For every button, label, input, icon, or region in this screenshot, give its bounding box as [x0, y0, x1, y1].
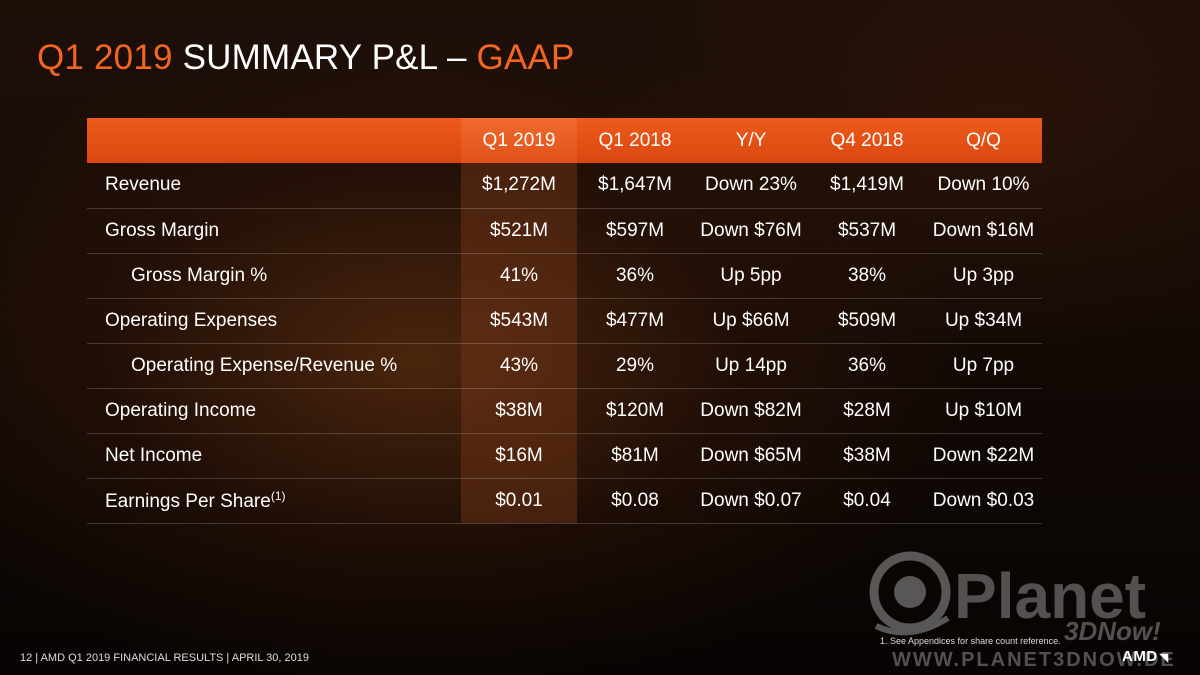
cell-qq: Down $16M: [925, 208, 1042, 254]
column-header-q1-2018: Q1 2018: [577, 118, 693, 163]
cell-q1-2019: $38M: [461, 388, 577, 434]
cell-q1-2019: $16M: [461, 433, 577, 479]
table-header-row: Q1 2019 Q1 2018 Y/Y Q4 2018 Q/Q: [87, 118, 1042, 163]
slide-title: Q1 2019 SUMMARY P&L – GAAP: [37, 38, 575, 78]
table-row: Net Income $16M $81M Down $65M $38M Down…: [87, 433, 1042, 479]
amd-logo: AMD ◥: [1122, 648, 1169, 665]
cell-q1-2018: $120M: [577, 388, 693, 434]
cell-qq: Up 7pp: [925, 343, 1042, 389]
row-label: Gross Margin: [87, 208, 461, 254]
amd-logo-text: AMD: [1122, 648, 1158, 665]
table-row: Operating Expenses $543M $477M Up $66M $…: [87, 298, 1042, 344]
cell-q1-2019: 43%: [461, 343, 577, 389]
title-quarter: Q1 2019: [37, 38, 173, 77]
summary-pl-table: Q1 2019 Q1 2018 Y/Y Q4 2018 Q/Q Revenue …: [87, 118, 1042, 524]
cell-q1-2018: $597M: [577, 208, 693, 254]
cell-yy: Down $65M: [693, 433, 809, 479]
column-header-label: [87, 118, 461, 163]
cell-q1-2018: $477M: [577, 298, 693, 344]
column-header-yy: Y/Y: [693, 118, 809, 163]
column-header-q1-2019: Q1 2019: [461, 118, 577, 163]
cell-q1-2019: 41%: [461, 253, 577, 299]
planet3dnow-watermark: Planet 3DNow! WWW.PLANET3DNOW.DE: [869, 551, 1176, 671]
row-label: Net Income: [87, 433, 461, 479]
table-row: Gross Margin % 41% 36% Up 5pp 38% Up 3pp: [87, 253, 1042, 299]
cell-qq: Down 10%: [925, 163, 1042, 209]
footnote-marker: (1): [270, 488, 286, 503]
cell-yy: Up 14pp: [693, 343, 809, 389]
row-label: Earnings Per Share(1): [87, 478, 461, 524]
footnote: 1. See Appendices for share count refere…: [880, 636, 1061, 646]
slide-footer: 12 | AMD Q1 2019 FINANCIAL RESULTS | APR…: [20, 652, 309, 664]
row-label: Revenue: [87, 163, 461, 209]
cell-yy: Down $76M: [693, 208, 809, 254]
row-label: Operating Expenses: [87, 298, 461, 344]
cell-q4-2018: $38M: [809, 433, 925, 479]
cell-q4-2018: 36%: [809, 343, 925, 389]
title-main: SUMMARY P&L –: [172, 38, 477, 77]
table-row: Gross Margin $521M $597M Down $76M $537M…: [87, 208, 1042, 254]
watermark-url: WWW.PLANET3DNOW.DE: [892, 649, 1176, 671]
row-label: Gross Margin %: [87, 253, 461, 299]
row-label-text: Earnings Per Share: [105, 490, 271, 512]
watermark-brand: Planet: [954, 560, 1146, 632]
cell-yy: Down $82M: [693, 388, 809, 434]
cell-qq: Down $22M: [925, 433, 1042, 479]
column-header-qq: Q/Q: [925, 118, 1042, 163]
cell-qq: Up 3pp: [925, 253, 1042, 299]
column-header-q4-2018: Q4 2018: [809, 118, 925, 163]
cell-q4-2018: $0.04: [809, 478, 925, 524]
cell-q1-2018: 36%: [577, 253, 693, 299]
amd-arrow-icon: ◥: [1159, 652, 1169, 664]
cell-q1-2018: $81M: [577, 433, 693, 479]
cell-q1-2019: $1,272M: [461, 163, 577, 209]
cell-q4-2018: $509M: [809, 298, 925, 344]
cell-q1-2018: $1,647M: [577, 163, 693, 209]
cell-q1-2018: $0.08: [577, 478, 693, 524]
table-row: Revenue $1,272M $1,647M Down 23% $1,419M…: [87, 163, 1042, 209]
title-suffix: GAAP: [476, 38, 575, 77]
cell-q1-2019: $543M: [461, 298, 577, 344]
planet-globe-icon: [869, 551, 951, 636]
cell-q4-2018: $28M: [809, 388, 925, 434]
table-row: Operating Income $38M $120M Down $82M $2…: [87, 388, 1042, 434]
cell-q4-2018: $537M: [809, 208, 925, 254]
table-row: Earnings Per Share(1) $0.01 $0.08 Down $…: [87, 478, 1042, 524]
row-label: Operating Income: [87, 388, 461, 434]
cell-q4-2018: 38%: [809, 253, 925, 299]
cell-yy: Down 23%: [693, 163, 809, 209]
cell-qq: Down $0.03: [925, 478, 1042, 524]
row-label: Operating Expense/Revenue %: [87, 343, 461, 389]
table-row: Operating Expense/Revenue % 43% 29% Up 1…: [87, 343, 1042, 389]
cell-yy: Up $66M: [693, 298, 809, 344]
cell-q1-2019: $0.01: [461, 478, 577, 524]
cell-q4-2018: $1,419M: [809, 163, 925, 209]
watermark-tagline: 3DNow!: [1064, 616, 1161, 646]
cell-q1-2018: 29%: [577, 343, 693, 389]
cell-qq: Up $10M: [925, 388, 1042, 434]
cell-qq: Up $34M: [925, 298, 1042, 344]
cell-yy: Up 5pp: [693, 253, 809, 299]
cell-yy: Down $0.07: [693, 478, 809, 524]
cell-q1-2019: $521M: [461, 208, 577, 254]
